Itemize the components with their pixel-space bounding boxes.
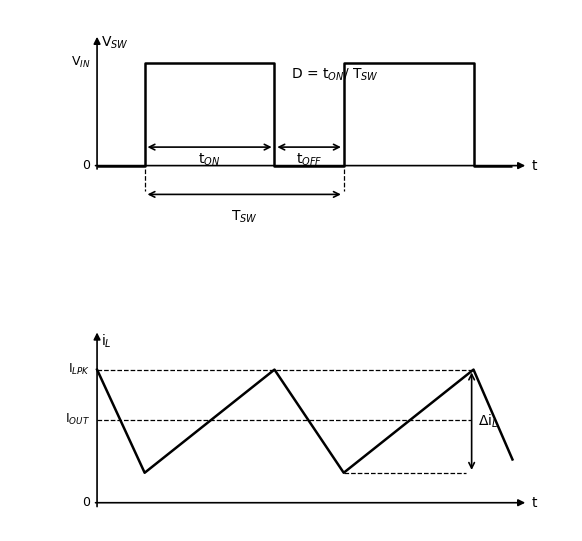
Text: t$_{ON}$: t$_{ON}$: [198, 151, 221, 168]
Text: t: t: [531, 159, 537, 173]
Text: I$_{OUT}$: I$_{OUT}$: [65, 412, 90, 427]
Text: I$_{LPK}$: I$_{LPK}$: [68, 362, 90, 377]
Text: t$_{OFF}$: t$_{OFF}$: [296, 151, 322, 168]
Text: 0: 0: [82, 159, 90, 172]
Text: T$_{SW}$: T$_{SW}$: [231, 209, 258, 225]
Text: D = t$_{ON}$/ T$_{SW}$: D = t$_{ON}$/ T$_{SW}$: [291, 67, 379, 83]
Text: V$_{IN}$: V$_{IN}$: [70, 55, 90, 70]
Text: i$_L$: i$_L$: [101, 332, 112, 349]
Text: 0: 0: [82, 496, 90, 509]
Text: Δi$_{L}$: Δi$_{L}$: [478, 412, 498, 430]
Text: t: t: [531, 496, 537, 510]
Text: V$_{SW}$: V$_{SW}$: [101, 35, 129, 51]
